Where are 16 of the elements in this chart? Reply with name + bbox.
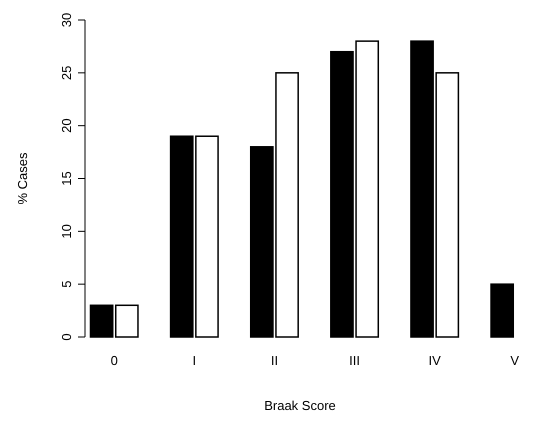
y-tick-label: 30: [59, 12, 74, 28]
x-tick-label: V: [510, 353, 520, 368]
y-tick-label: 15: [59, 171, 74, 186]
x-tick-label: IV: [428, 353, 442, 368]
y-axis-title: % Cases: [15, 152, 30, 205]
y-tick-label: 10: [59, 224, 74, 239]
y-tick-label: 5: [59, 280, 74, 288]
x-tick-label: I: [192, 353, 196, 368]
y-tick-label: 20: [59, 118, 74, 133]
x-axis-title: Braak Score: [264, 398, 336, 413]
x-tick-label: III: [349, 353, 360, 368]
x-tick-label: 0: [110, 353, 118, 368]
x-tick-label: II: [270, 353, 278, 368]
bar: [490, 283, 514, 338]
y-tick-label: 25: [59, 66, 74, 80]
y-tick-label: 0: [59, 333, 74, 341]
